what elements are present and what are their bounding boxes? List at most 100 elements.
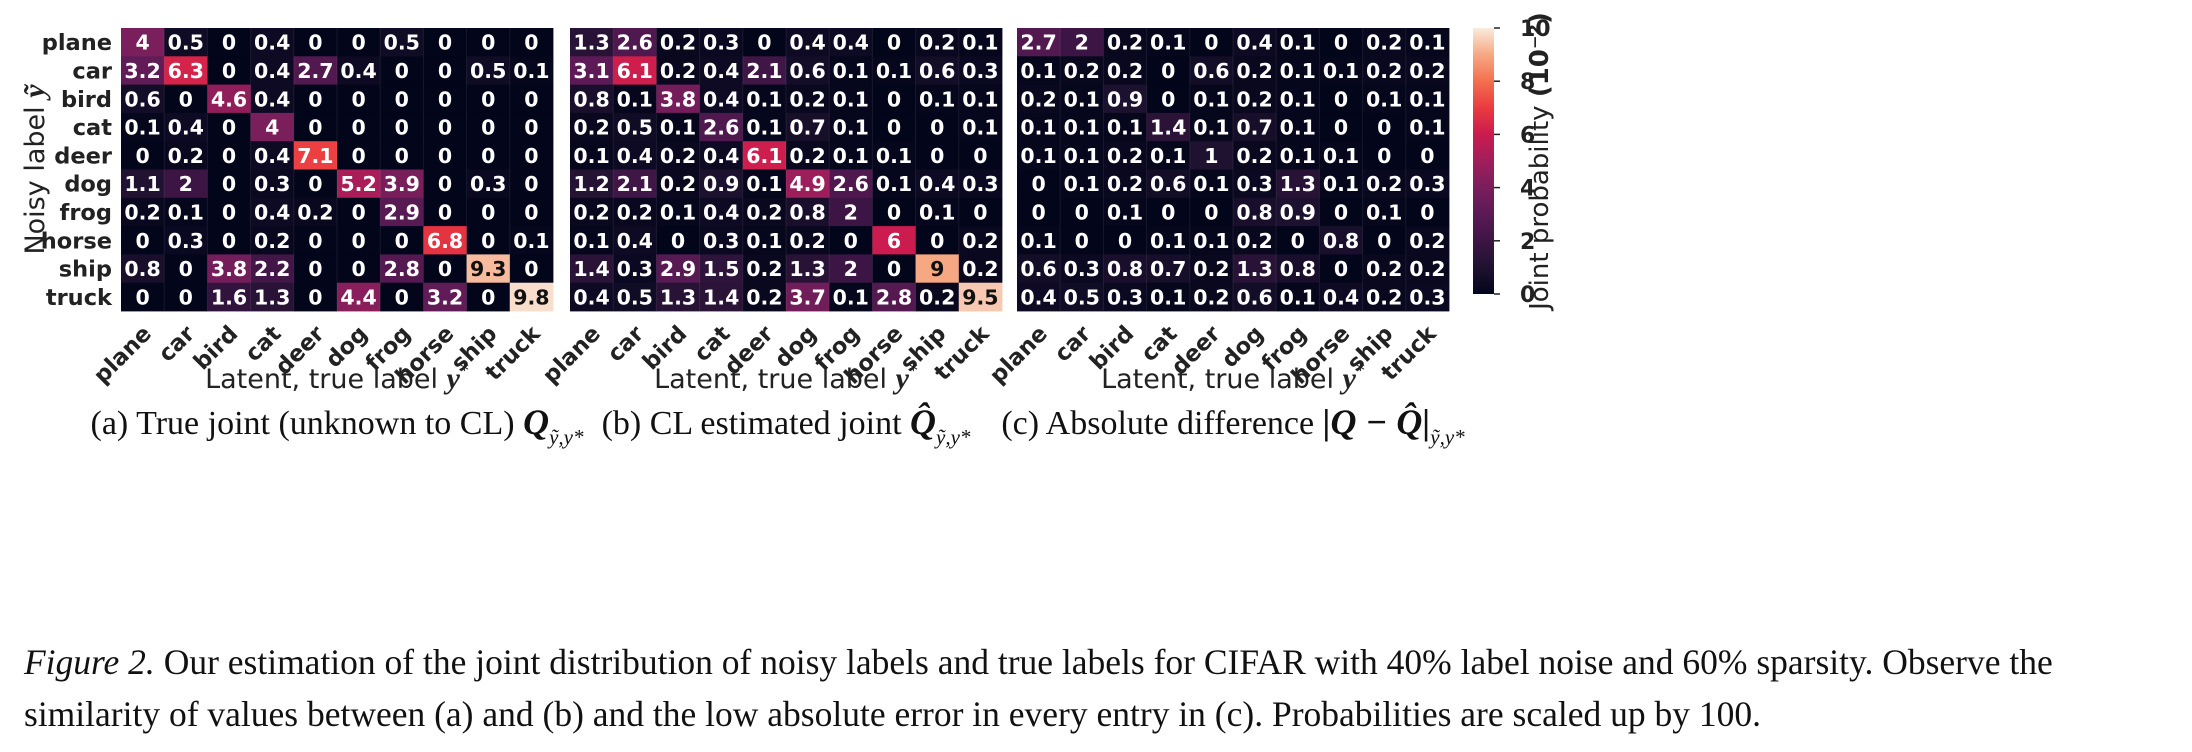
heatmap-cell: [509, 56, 554, 85]
cell-value-label: 0.2: [962, 257, 998, 281]
cell-value-label: 0: [1031, 200, 1045, 224]
heatmap-cell: [466, 141, 511, 170]
heatmap-cell: [742, 28, 787, 57]
cell-value-label: 0.2: [1107, 31, 1143, 55]
figure-caption: Figure 2. Our estimation of the joint di…: [24, 636, 2174, 740]
heatmap-cell: [915, 28, 960, 57]
heatmap-cell: [164, 226, 208, 255]
cell-value-label: 0: [222, 144, 236, 168]
heatmap-cell: [872, 282, 916, 312]
cell-value-label: 0: [524, 87, 538, 111]
cell-value-label: 0: [308, 229, 322, 253]
heatmap-cell: [466, 282, 511, 312]
heatmap-cell: [1060, 169, 1104, 199]
cell-value-label: 0: [1334, 31, 1348, 55]
cell-value-label: 0: [135, 144, 149, 168]
heatmap-cell: [423, 28, 467, 57]
cell-value-label: 0: [395, 87, 409, 111]
cell-value-label: 0.2: [617, 200, 653, 224]
y-tick-label: truck: [46, 285, 113, 311]
cell-value-label: 0.4: [703, 87, 739, 111]
cell-value-label: 0: [1420, 144, 1434, 168]
heatmap-cell: [1017, 197, 1061, 227]
heatmap-cell: [1103, 28, 1147, 57]
cell-value-label: 0: [481, 229, 495, 253]
cell-value-label: 0.2: [1107, 59, 1143, 83]
cell-value-label: 0.1: [1280, 144, 1316, 168]
cell-value-label: 1.3: [573, 31, 609, 55]
heatmap-cell: [293, 254, 338, 284]
heatmap-cell: [1405, 56, 1450, 85]
colorbar-tick-label: 4: [1520, 177, 1535, 202]
heatmap-cell: [915, 226, 960, 255]
cell-value-label: 0.1: [1280, 31, 1316, 55]
cell-value-label: 0.6: [124, 87, 160, 111]
cell-value-label: 0.1: [1150, 285, 1186, 309]
heatmap-cell: [1405, 112, 1450, 142]
heatmap-cell: [380, 112, 424, 142]
heatmap-cell: [1233, 226, 1277, 255]
heatmap-cell: [786, 141, 830, 170]
colorbar-tick-label: 0: [1520, 283, 1535, 308]
cell-value-label: 0: [887, 87, 901, 111]
cell-value-label: 0.1: [1064, 116, 1100, 140]
cell-value-label: 0: [438, 172, 452, 196]
heatmap-cell: [1319, 112, 1363, 142]
cell-value-label: 0: [481, 87, 495, 111]
heatmap-cell: [509, 197, 554, 227]
cell-value-label: 0.1: [1020, 116, 1056, 140]
heatmap-cell: [207, 169, 251, 199]
heatmap-cell: [509, 282, 554, 312]
heatmap-cell: [1319, 84, 1363, 114]
cell-value-label: 0.1: [1409, 116, 1445, 140]
cell-value-label: 0: [973, 200, 987, 224]
cell-value-label: 0.1: [962, 116, 998, 140]
cell-value-label: 1.1: [124, 172, 160, 196]
heatmap-cell: [613, 28, 657, 57]
heatmap-cell: [466, 112, 511, 142]
heatmap-cell: [742, 254, 787, 284]
heatmap-cell: [1060, 226, 1104, 255]
cell-value-label: 0.3: [168, 229, 204, 253]
cell-value-label: 0.2: [1236, 229, 1272, 253]
y-tick-label: car: [72, 58, 113, 84]
cell-value-label: 0.4: [919, 172, 955, 196]
cell-value-label: 0.1: [1366, 200, 1402, 224]
heatmap-cell: [613, 282, 657, 312]
heatmap-cell: [423, 254, 467, 284]
cell-value-label: 0.4: [1323, 285, 1359, 309]
heatmap-cell: [509, 254, 554, 284]
heatmap-cell: [570, 226, 614, 255]
cell-value-label: 0.3: [962, 172, 998, 196]
cell-value-label: 0.1: [1280, 87, 1316, 111]
cell-value-label: 0.1: [1366, 87, 1402, 111]
heatmap-cell: [293, 84, 338, 114]
heatmap-cell: [829, 28, 873, 57]
heatmap-cell: [1405, 197, 1450, 227]
heatmap-cell: [1017, 169, 1061, 199]
heatmap-cell: [656, 112, 700, 142]
cell-value-label: 0.2: [660, 59, 696, 83]
heatmap-cell: [1103, 254, 1147, 284]
cell-value-label: 0.1: [1150, 144, 1186, 168]
cell-value-label: 0.4: [833, 31, 869, 55]
heatmap-cell: [250, 84, 295, 114]
heatmap-cell: [121, 112, 165, 142]
heatmap-cell: [570, 84, 614, 114]
heatmap-cell: [466, 197, 511, 227]
cell-value-label: 0.9: [703, 172, 739, 196]
cell-value-label: 0.2: [1409, 59, 1445, 83]
heatmap-cell: [380, 28, 424, 57]
cell-value-label: 3.1: [573, 59, 609, 83]
colorbar-gradient: [1473, 28, 1494, 294]
heatmap-cell: [742, 112, 787, 142]
heatmap-cell: [250, 282, 295, 312]
heatmap-cell: [1146, 282, 1191, 312]
heatmap-cell: [250, 56, 295, 85]
heatmap-cell: [958, 56, 1003, 85]
heatmap-cell: [207, 282, 251, 312]
cell-value-label: 0.4: [573, 285, 609, 309]
heatmap-cell: [423, 56, 467, 85]
